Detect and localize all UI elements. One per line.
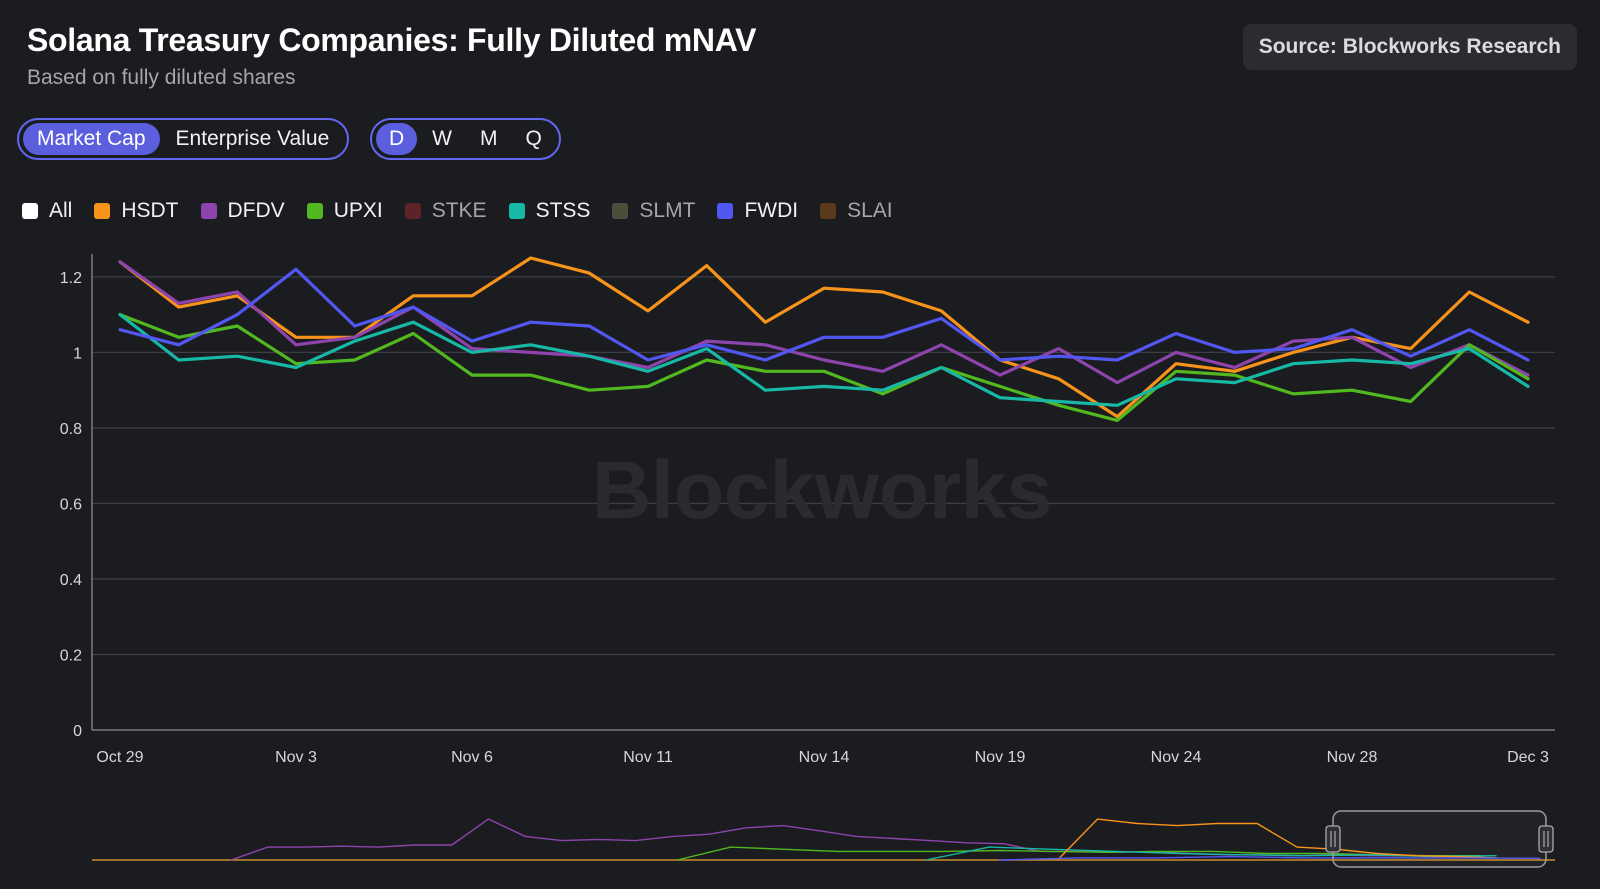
- legend-item-all[interactable]: All: [22, 199, 72, 223]
- legend-item-slmt[interactable]: SLMT: [612, 199, 695, 223]
- y-tick-label: 1: [73, 345, 82, 362]
- legend-label: All: [49, 199, 73, 222]
- x-tick-label: Nov 28: [1327, 749, 1378, 766]
- navigator-series-line: [925, 846, 1497, 861]
- x-tick-label: Nov 3: [275, 749, 317, 766]
- period-daily-toggle[interactable]: D: [376, 123, 418, 155]
- legend-swatch: [820, 203, 837, 219]
- legend-swatch: [306, 203, 323, 219]
- enterprise-value-toggle[interactable]: Enterprise Value: [175, 127, 330, 150]
- period-monthly-toggle[interactable]: M: [480, 127, 498, 150]
- legend-label: STSS: [535, 199, 591, 222]
- navigator-window[interactable]: [1332, 810, 1547, 868]
- navigator-handle[interactable]: [1325, 825, 1341, 853]
- chart-legend: All HSDT DFDV UPXI STKE STSS SLMT FWDI SLAI: [22, 199, 915, 223]
- legend-swatch: [94, 203, 111, 219]
- x-tick-label: Nov 14: [799, 749, 850, 766]
- navigator-series-line: [1057, 818, 1497, 861]
- period-toggle-group: D W M Q: [370, 118, 561, 160]
- legend-swatch: [717, 203, 734, 219]
- legend-item-slai[interactable]: SLAI: [820, 199, 893, 223]
- x-tick-label: Oct 29: [96, 749, 143, 766]
- legend-item-dfdv[interactable]: DFDV: [200, 199, 285, 223]
- navigator-handle[interactable]: [1538, 825, 1554, 853]
- legend-label: SLMT: [639, 199, 696, 222]
- y-tick-label: 0: [73, 723, 82, 740]
- period-quarterly-toggle[interactable]: Q: [525, 127, 542, 150]
- series-line-fwdi: [118, 267, 1530, 362]
- legend-label: STKE: [431, 199, 487, 222]
- x-tick-label: Dec 3: [1507, 749, 1549, 766]
- navigator-series-line: [677, 846, 1482, 861]
- watermark-text: Blockworks: [592, 445, 1052, 536]
- source-badge: Source: Blockworks Research: [1242, 24, 1577, 70]
- legend-item-fwdi[interactable]: FWDI: [717, 199, 798, 223]
- legend-label: HSDT: [121, 199, 179, 222]
- series-lines: [118, 256, 1530, 422]
- series-line-dfdv: [118, 260, 1530, 385]
- x-axis: Oct 29 Nov 3 Nov 6 Nov 11 Nov 14 Nov 19 Nov 24…: [96, 749, 1549, 766]
- legend-label: UPXI: [333, 199, 383, 222]
- metric-toggle-group: Market Cap Enterprise Value: [17, 118, 350, 160]
- range-navigator: [92, 810, 1555, 868]
- legend-swatch: [22, 203, 38, 219]
- market-cap-toggle[interactable]: Market Cap: [23, 123, 160, 155]
- chart-subtitle: Based on fully diluted shares: [27, 66, 296, 89]
- legend-label: SLAI: [847, 199, 893, 222]
- y-tick-label: 0.4: [60, 572, 82, 589]
- legend-swatch: [404, 203, 421, 219]
- x-tick-label: Nov 6: [451, 749, 493, 766]
- x-tick-label: Nov 19: [975, 749, 1026, 766]
- series-line-upxi: [118, 313, 1530, 422]
- legend-swatch: [508, 203, 525, 219]
- legend-label: DFDV: [227, 199, 285, 222]
- y-tick-label: 0.2: [60, 647, 82, 664]
- legend-item-stke[interactable]: STKE: [404, 199, 487, 223]
- navigator-series-line: [999, 855, 1541, 861]
- legend-item-hsdt[interactable]: HSDT: [94, 199, 179, 223]
- y-tick-label: 1.2: [60, 270, 82, 287]
- period-weekly-toggle[interactable]: W: [432, 127, 452, 150]
- legend-swatch: [612, 203, 629, 219]
- grid-lines: [92, 276, 1555, 656]
- chart-title: Solana Treasury Companies: Fully Diluted…: [27, 22, 757, 58]
- y-tick-label: 0.8: [60, 421, 82, 438]
- y-tick-label: 0.6: [60, 496, 82, 513]
- legend-label: FWDI: [744, 199, 799, 222]
- x-tick-label: Nov 24: [1151, 749, 1202, 766]
- legend-item-stss[interactable]: STSS: [508, 199, 591, 223]
- legend-item-upxi[interactable]: UPXI: [306, 199, 383, 223]
- series-line-stss: [118, 313, 1530, 407]
- legend-swatch: [200, 203, 217, 219]
- y-axis: 0 0.2 0.4 0.6 0.8 1 1.2: [60, 254, 1555, 740]
- x-tick-label: Nov 11: [623, 749, 673, 766]
